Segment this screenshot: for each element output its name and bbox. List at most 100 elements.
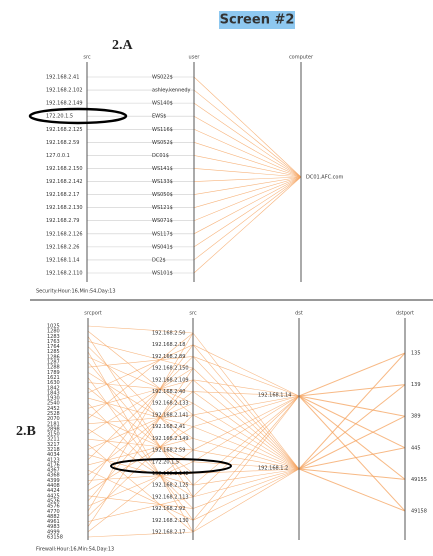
connection <box>192 449 300 470</box>
node-label: DC01$ <box>152 153 169 159</box>
screen-label-bg <box>219 11 295 29</box>
connection <box>193 102 302 178</box>
node-label: 192.168.2.133 <box>152 401 189 407</box>
node-label: DC01.AFC.com <box>306 175 343 181</box>
connection <box>192 461 300 470</box>
node-label: 192.168.1.2 <box>258 466 288 472</box>
node-label: 4983 <box>47 524 60 530</box>
node-label: 4367 <box>47 468 60 474</box>
node-label: 127.0.0.1 <box>46 153 70 159</box>
connection <box>87 379 194 502</box>
node-label: EWS$ <box>152 114 166 120</box>
node-label: 1287 <box>47 360 60 366</box>
node-label: DC2$ <box>152 257 166 263</box>
connection <box>192 332 300 470</box>
node-label: 192.168.2.125 <box>46 127 83 133</box>
connection <box>87 449 194 533</box>
connection <box>192 395 300 533</box>
connection <box>193 176 302 274</box>
connection <box>193 176 302 235</box>
connection <box>87 332 194 419</box>
connection <box>298 395 406 512</box>
connection <box>87 346 194 451</box>
connection <box>87 413 194 463</box>
node-label: 2528 <box>47 411 60 417</box>
connection <box>87 454 194 486</box>
connection <box>87 336 194 498</box>
node-label: 4034 <box>47 452 60 458</box>
connection <box>193 76 302 178</box>
node-label: 1630 <box>47 380 60 386</box>
connection <box>192 395 300 463</box>
node-label: 1285 <box>47 349 60 355</box>
node-label: 4424 <box>47 488 60 494</box>
connection <box>87 402 194 509</box>
node-label: 192.168.2.102 <box>46 88 83 94</box>
connection <box>298 447 406 470</box>
connection <box>87 496 194 522</box>
axis-header: user <box>189 55 201 61</box>
connection <box>87 391 194 476</box>
connection <box>87 361 194 486</box>
connection <box>192 468 300 498</box>
node-label: 192.168.1.14 <box>258 393 291 399</box>
connection <box>192 402 300 470</box>
connection <box>192 344 300 470</box>
node-label: WS101$ <box>152 271 173 277</box>
connection <box>192 379 300 397</box>
node-label: 4576 <box>47 504 60 510</box>
connection <box>192 391 300 397</box>
node-label: 1288 <box>47 365 60 371</box>
connection <box>193 176 302 248</box>
connection <box>87 414 194 517</box>
connection <box>192 379 300 470</box>
connection <box>87 531 194 538</box>
connection <box>298 395 406 449</box>
connection <box>192 468 300 486</box>
node-label: 2181 <box>47 421 60 427</box>
node-label: 4526 <box>47 498 60 504</box>
connection <box>298 468 406 512</box>
node-label: 1789 <box>47 370 60 376</box>
node-label: 1843 <box>47 390 60 396</box>
connection <box>87 473 194 481</box>
highlight-ellipse <box>110 458 232 474</box>
connection <box>87 341 194 369</box>
connection <box>87 461 194 507</box>
connection <box>87 356 194 404</box>
node-label: 192.168.2.130 <box>46 205 83 211</box>
connection <box>192 395 300 451</box>
node-label: 1280 <box>47 329 60 335</box>
connection <box>298 415 406 470</box>
node-label: 192.168.2.40 <box>152 389 185 395</box>
node-label: WS041$ <box>152 244 173 250</box>
connection <box>87 332 194 512</box>
connection <box>87 397 194 427</box>
node-label: WS050$ <box>152 192 173 198</box>
node-label: 4961 <box>47 519 60 525</box>
node-label: WS140$ <box>152 101 173 107</box>
node-label: 4999 <box>47 529 60 535</box>
connection <box>192 356 300 397</box>
node-label: 192.168.2.26 <box>46 244 79 250</box>
node-label: 192.168.2.89 <box>152 354 185 360</box>
connection <box>193 176 302 208</box>
node-label: 2070 <box>47 416 60 422</box>
axis-header: dstport <box>396 311 414 317</box>
connection <box>87 344 194 486</box>
connection <box>193 155 302 178</box>
node-label: WS022$ <box>152 75 173 81</box>
node-label: WS133$ <box>152 179 173 185</box>
node-label: 192.168.2.41 <box>46 75 79 81</box>
connection <box>87 356 194 461</box>
connection <box>192 391 300 470</box>
node-label: 192.168.2.59 <box>152 448 185 454</box>
connection <box>192 395 300 498</box>
connection <box>192 468 300 521</box>
connection <box>87 367 194 527</box>
node-label: 445 <box>411 445 421 451</box>
node-label: 192.168.1.14 <box>46 257 79 263</box>
node-label: 1025 <box>47 324 60 330</box>
node-label: 4123 <box>47 457 60 463</box>
connection <box>87 372 194 439</box>
